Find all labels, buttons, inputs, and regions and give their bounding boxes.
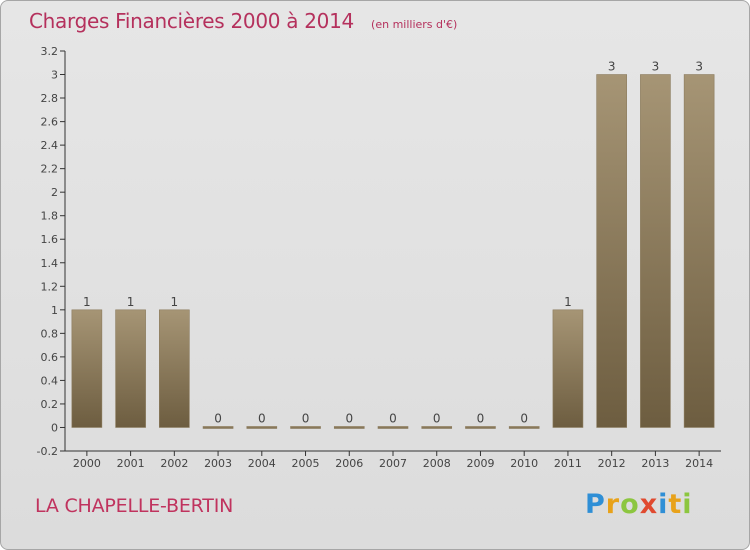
bars: 1 1 1 0 0 0 0 0 0 0 0 1 3 3 3 bbox=[71, 60, 715, 429]
y-tick-label: 2 bbox=[51, 186, 58, 199]
y-tick-label: -0.2 bbox=[37, 445, 58, 458]
bar-value-label: 1 bbox=[83, 295, 91, 309]
bar-value-label: 1 bbox=[564, 295, 572, 309]
y-tick-label: 0.6 bbox=[41, 351, 59, 364]
y-tick-label: 1.4 bbox=[41, 257, 59, 270]
y-tick-label: 0 bbox=[51, 421, 58, 434]
x-tick-label: 2009 bbox=[466, 457, 494, 470]
y-tick-label: 3.2 bbox=[41, 45, 59, 58]
commune-name: LA CHAPELLE-BERTIN bbox=[35, 495, 234, 517]
y-tick-label: 2.4 bbox=[41, 139, 59, 152]
y-tick-label: 0.4 bbox=[41, 374, 59, 387]
y-tick-label: 2.6 bbox=[41, 116, 59, 129]
bar-value-label: 1 bbox=[171, 295, 179, 309]
bar-value-label: 3 bbox=[608, 60, 616, 74]
logo-letter: P bbox=[585, 489, 606, 520]
bar-value-label: 0 bbox=[258, 411, 266, 425]
bar-value-label: 1 bbox=[127, 295, 135, 309]
bar-2001 bbox=[115, 309, 146, 428]
chart-title: Charges Financières 2000 à 2014 bbox=[29, 9, 354, 33]
bar-2007 bbox=[377, 426, 409, 429]
x-tick-label: 2002 bbox=[160, 457, 188, 470]
x-tick-label: 2011 bbox=[554, 457, 582, 470]
bar-value-label: 0 bbox=[477, 411, 485, 425]
y-tick-label: 0.8 bbox=[41, 327, 59, 340]
x-tick-label: 2010 bbox=[510, 457, 538, 470]
title-row: Charges Financières 2000 à 2014 (en mill… bbox=[29, 9, 457, 33]
bar-2009 bbox=[465, 426, 496, 429]
bar-value-label: 0 bbox=[302, 411, 310, 425]
bar-2000 bbox=[71, 309, 103, 428]
bar-2011 bbox=[552, 309, 584, 428]
bar-2006 bbox=[333, 426, 365, 429]
logo-letter: x bbox=[639, 489, 659, 520]
bar-value-label: 0 bbox=[214, 411, 222, 425]
bar-value-label: 3 bbox=[652, 60, 660, 74]
logo-letter: i bbox=[682, 489, 693, 520]
bar-2014 bbox=[683, 74, 715, 428]
bar-2002 bbox=[159, 309, 190, 428]
bar-2013 bbox=[640, 74, 671, 428]
x-tick-label: 2012 bbox=[598, 457, 626, 470]
x-tick-label: 2013 bbox=[641, 457, 669, 470]
bar-value-label: 0 bbox=[345, 411, 353, 425]
x-tick-label: 2003 bbox=[204, 457, 232, 470]
x-tick-label: 2001 bbox=[117, 457, 145, 470]
y-tick-label: 2.8 bbox=[41, 92, 59, 105]
bar-2003 bbox=[202, 426, 234, 429]
x-tick-label: 2000 bbox=[73, 457, 101, 470]
y-tick-label: 0.2 bbox=[41, 398, 59, 411]
x-tick-label: 2006 bbox=[335, 457, 363, 470]
bar-value-label: 3 bbox=[695, 60, 703, 74]
bar-value-label: 0 bbox=[520, 411, 528, 425]
logo-letter: t bbox=[668, 489, 683, 520]
chart-subtitle: (en milliers d'€) bbox=[371, 18, 458, 31]
y-tick-label: 3 bbox=[51, 69, 58, 82]
bar-value-label: 0 bbox=[389, 411, 397, 425]
proxiti-logo[interactable]: Proxiti bbox=[585, 489, 693, 520]
bar-value-label: 0 bbox=[433, 411, 441, 425]
x-tick-label: 2007 bbox=[379, 457, 407, 470]
x-tick-label: 2008 bbox=[423, 457, 451, 470]
bar-2012 bbox=[596, 74, 627, 428]
y-tick-label: 1.2 bbox=[41, 280, 59, 293]
bar-2005 bbox=[290, 426, 321, 429]
x-axis: 2000 2001 2002 2003 2004 2005 2006 2007 2008 2009… bbox=[65, 450, 721, 470]
logo-letter: i bbox=[658, 489, 669, 520]
logo-letter: o bbox=[620, 489, 640, 520]
x-tick-label: 2004 bbox=[248, 457, 276, 470]
y-tick-label: 2.2 bbox=[41, 163, 59, 176]
bar-2004 bbox=[246, 426, 278, 429]
y-tick-label: 1 bbox=[51, 304, 58, 317]
y-axis: -0.2 0 0.2 0.4 0.6 0.8 1 1.2 1.4 1.6 1.8 2 2.2 2.4 2.6… bbox=[37, 45, 66, 458]
x-tick-label: 2005 bbox=[292, 457, 320, 470]
bar-2010 bbox=[508, 426, 540, 429]
y-tick-label: 1.6 bbox=[41, 233, 59, 246]
logo-letter: r bbox=[605, 489, 621, 520]
bar-2008 bbox=[421, 426, 453, 429]
y-tick-label: 1.8 bbox=[41, 210, 59, 223]
x-tick-label: 2014 bbox=[685, 457, 713, 470]
